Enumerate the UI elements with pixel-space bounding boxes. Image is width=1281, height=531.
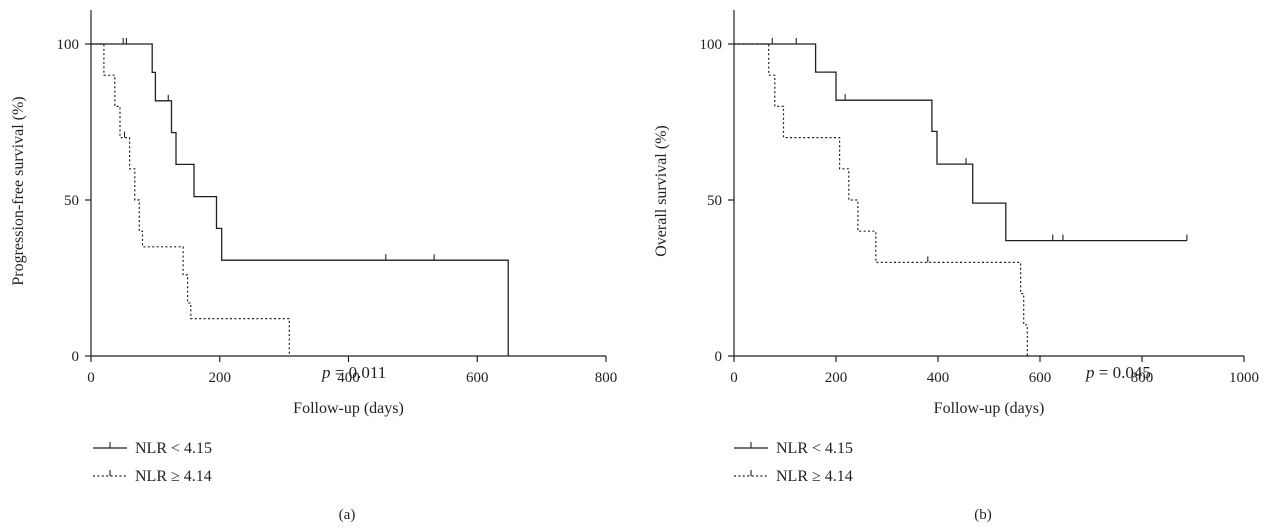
panel-b: 0 200 400 600 800 1000 0 50 100 Follow-up (days) O… [653,10,1259,523]
km-curve-nlr-high [91,43,290,356]
y-tick-label: 100 [700,37,723,53]
panel-a: 0 200 400 600 800 0 50 100 Follow-up (days) Progr… [10,10,617,523]
km-curve-nlr-high [734,43,1028,356]
x-tick-label: 200 [209,370,232,386]
panel-label: (b) [974,507,992,523]
x-tick-label: 600 [1029,370,1052,386]
y-tick-label: 0 [715,349,723,365]
y-tick-label: 50 [707,193,722,209]
legend-label: NLR < 4.15 [135,440,212,457]
x-tick-label: 200 [825,370,848,386]
legend-label: NLR ≥ 4.14 [135,468,212,485]
y-tick-label: 50 [64,193,79,209]
y-tick-label: 0 [72,349,80,365]
x-axis-label: Follow-up (days) [293,400,404,417]
legend-label: NLR < 4.15 [776,440,853,457]
km-curve-nlr-low [734,43,1187,242]
y-axis-label: Progression-free survival (%) [10,96,27,285]
x-tick-label: 400 [337,370,360,386]
p-value-symbol: p [1085,363,1095,382]
p-value-annotation: p = 0.011 [321,363,386,382]
x-tick-label: 800 [1131,370,1154,386]
p-value-symbol: p [321,363,331,382]
x-tick-label: 800 [595,370,618,386]
legend-label: NLR ≥ 4.14 [776,468,853,485]
x-tick-label: 400 [927,370,950,386]
x-tick-label: 600 [466,370,489,386]
y-tick-label: 100 [57,37,80,53]
p-value-annotation: p = 0.045 [1085,363,1151,382]
km-curve-nlr-low [91,43,509,356]
panel-label: (a) [339,507,356,523]
legend: NLR < 4.15 NLR ≥ 4.14 [93,440,212,485]
p-value-text: = 0.045 [1095,363,1151,382]
x-tick-label: 0 [87,370,95,386]
x-tick-label: 0 [730,370,738,386]
x-axis-label: Follow-up (days) [934,400,1045,417]
p-value-text: = 0.011 [331,363,387,382]
legend: NLR < 4.15 NLR ≥ 4.14 [734,440,853,485]
x-tick-label: 1000 [1229,370,1259,386]
y-axis-label: Overall survival (%) [653,125,670,257]
